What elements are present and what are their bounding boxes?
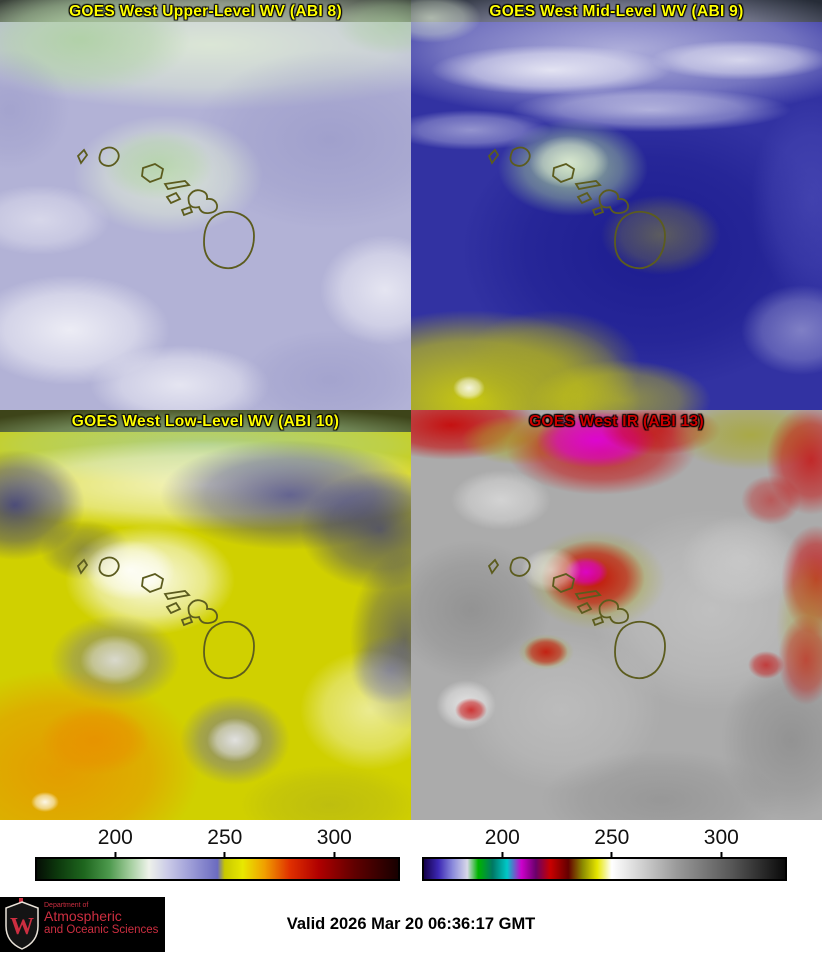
satellite-panel-grid: GOES West Upper-Level WV (ABI 8)	[0, 0, 822, 820]
ir-colorbar-ticks: 200 250 300	[422, 824, 787, 854]
logo-line-atmospheric: Atmospheric	[44, 908, 122, 925]
logo-line-oceanic: and Oceanic Sciences	[44, 924, 159, 937]
uw-crest-icon: W	[5, 898, 39, 950]
abi8-satellite-imagery	[0, 0, 411, 410]
wv-colorbar-ticks: 200 250 300	[35, 824, 400, 854]
panel-title-abi8: GOES West Upper-Level WV (ABI 8)	[69, 3, 342, 20]
valid-time-text: Valid 2026 Mar 20 06:36:17 GMT	[286, 915, 536, 933]
logo-text: Department of Atmospheric and Oceanic Sc…	[44, 902, 158, 936]
abi13-satellite-imagery	[411, 410, 822, 820]
wv-colorbar: 200 250 300	[35, 824, 400, 888]
panel-abi9-mid-level-wv: GOES West Mid-Level WV (ABI 9)	[411, 0, 822, 410]
wv-tick-300: 300	[316, 826, 352, 849]
ir-tick-200: 200	[484, 826, 520, 849]
wv-tick-200: 200	[97, 826, 133, 849]
svg-text:W: W	[10, 914, 34, 940]
panel-abi10-low-level-wv: GOES West Low-Level WV (ABI 10)	[0, 410, 411, 820]
abi9-satellite-imagery	[411, 0, 822, 410]
ir-tick-300: 300	[703, 826, 739, 849]
footer: W Department of Atmospheric and Oceanic …	[0, 895, 822, 954]
panel-title-abi10: GOES West Low-Level WV (ABI 10)	[71, 413, 340, 430]
panel-title-abi13: GOES West IR (ABI 13)	[529, 413, 704, 430]
logo-line-department: Department of	[44, 902, 89, 909]
ir-colorbar: 200 250 300	[422, 824, 787, 888]
colorbars-row: 200 250 300 200 250 300	[0, 820, 822, 895]
panel-title-abi9: GOES West Mid-Level WV (ABI 9)	[489, 3, 744, 20]
wv-tick-250: 250	[207, 826, 243, 849]
panel-abi13-ir: GOES West IR (ABI 13)	[411, 410, 822, 820]
ir-colorbar-gradient	[422, 857, 787, 881]
ir-tick-250: 250	[594, 826, 630, 849]
wv-colorbar-gradient	[35, 857, 400, 881]
uw-aos-logo: W Department of Atmospheric and Oceanic …	[0, 897, 165, 952]
panel-abi8-upper-level-wv: GOES West Upper-Level WV (ABI 8)	[0, 0, 411, 410]
abi10-satellite-imagery	[0, 410, 411, 820]
